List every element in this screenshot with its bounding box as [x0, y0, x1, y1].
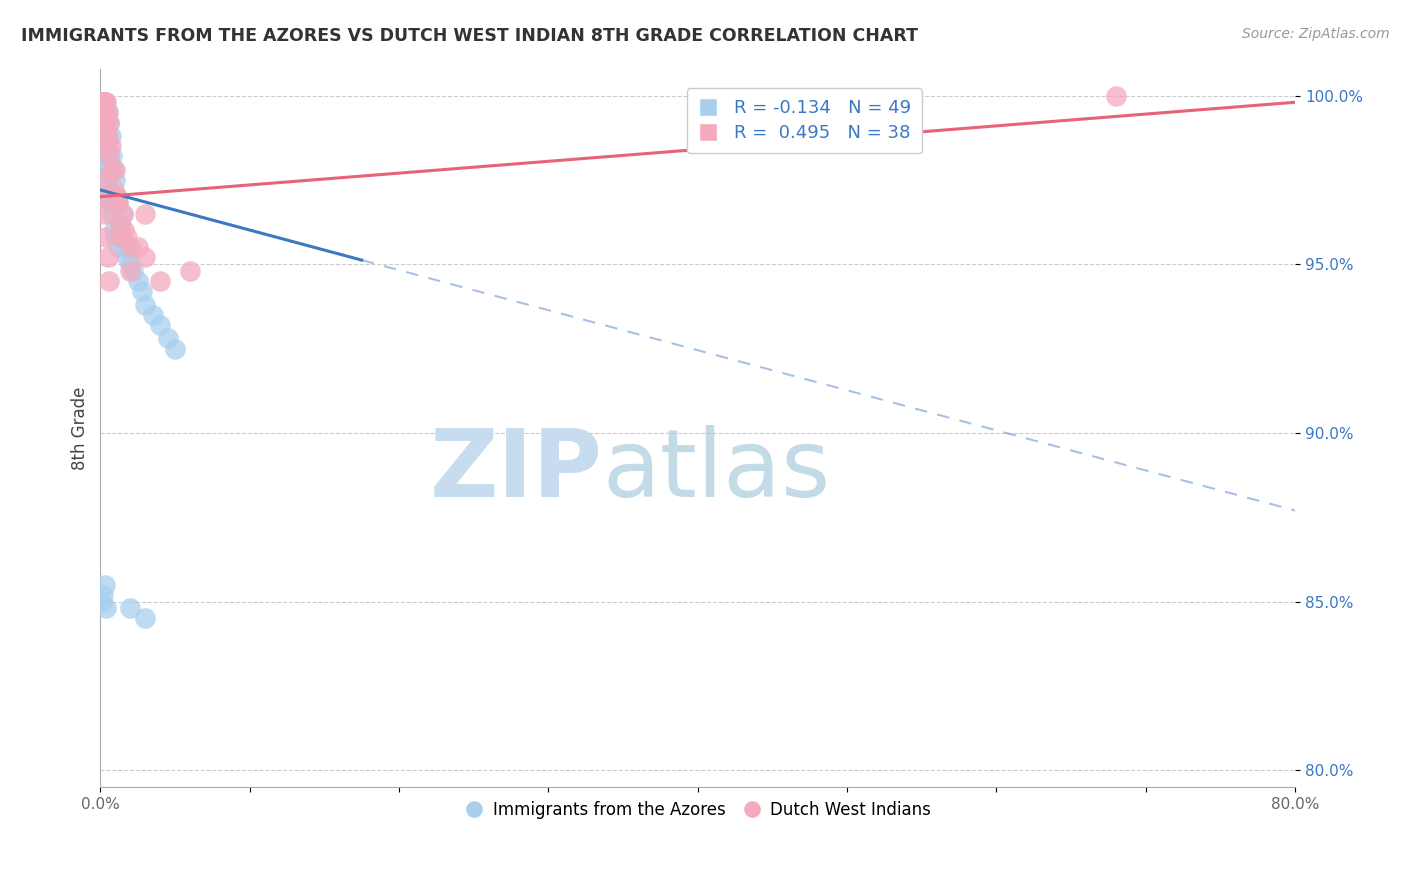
Point — [101, 149, 124, 163]
Point — [91, 190, 114, 204]
Point — [112, 240, 135, 254]
Point — [96, 112, 118, 127]
Point — [111, 206, 134, 220]
Point — [110, 230, 132, 244]
Point — [105, 190, 128, 204]
Point — [97, 105, 120, 120]
Point — [105, 190, 128, 204]
Point — [103, 162, 125, 177]
Point — [90, 173, 112, 187]
Point — [108, 217, 131, 231]
Point — [94, 128, 117, 143]
Point — [127, 274, 149, 288]
Point — [94, 162, 117, 177]
Point — [115, 251, 138, 265]
Point — [94, 139, 117, 153]
Text: ZIP: ZIP — [429, 425, 602, 517]
Point — [149, 318, 172, 332]
Point — [111, 206, 134, 220]
Point — [134, 206, 156, 220]
Point — [90, 594, 112, 608]
Point — [100, 196, 122, 211]
Point — [96, 105, 118, 120]
Point — [97, 128, 120, 143]
Point — [127, 240, 149, 254]
Text: atlas: atlas — [602, 425, 831, 517]
Point — [101, 162, 124, 177]
Point — [108, 217, 131, 231]
Point — [149, 274, 172, 288]
Point — [142, 308, 165, 322]
Point — [134, 251, 156, 265]
Point — [122, 264, 145, 278]
Point — [107, 196, 129, 211]
Point — [91, 122, 114, 136]
Point — [110, 230, 132, 244]
Text: IMMIGRANTS FROM THE AZORES VS DUTCH WEST INDIAN 8TH GRADE CORRELATION CHART: IMMIGRANTS FROM THE AZORES VS DUTCH WEST… — [21, 27, 918, 45]
Point — [90, 95, 112, 110]
Point — [90, 95, 112, 110]
Point — [96, 230, 118, 244]
Point — [1105, 88, 1128, 103]
Point — [100, 128, 122, 143]
Point — [156, 331, 179, 345]
Point — [98, 190, 121, 204]
Point — [120, 240, 142, 254]
Point — [120, 601, 142, 615]
Y-axis label: 8th Grade: 8th Grade — [72, 386, 89, 469]
Point — [112, 223, 135, 237]
Point — [179, 264, 201, 278]
Text: Source: ZipAtlas.com: Source: ZipAtlas.com — [1241, 27, 1389, 41]
Point — [104, 230, 127, 244]
Point — [163, 342, 186, 356]
Point — [91, 145, 114, 160]
Point — [96, 601, 118, 615]
Point — [115, 230, 138, 244]
Legend: Immigrants from the Azores, Dutch West Indians: Immigrants from the Azores, Dutch West I… — [457, 794, 938, 826]
Point — [103, 223, 125, 237]
Point — [120, 257, 142, 271]
Point — [96, 173, 118, 187]
Point — [97, 251, 120, 265]
Point — [134, 298, 156, 312]
Point — [98, 115, 121, 129]
Point — [98, 149, 121, 163]
Point — [97, 183, 120, 197]
Point — [120, 264, 142, 278]
Point — [101, 206, 124, 220]
Point — [98, 156, 121, 170]
Point — [91, 588, 114, 602]
Point — [97, 139, 120, 153]
Point — [94, 578, 117, 592]
Point — [98, 115, 121, 129]
Point — [107, 240, 129, 254]
Point — [96, 95, 118, 110]
Point — [94, 115, 117, 129]
Point — [100, 139, 122, 153]
Point — [91, 95, 114, 110]
Point — [131, 284, 153, 298]
Point — [90, 112, 112, 127]
Point — [103, 183, 125, 197]
Point — [91, 95, 114, 110]
Point — [107, 196, 129, 211]
Point — [94, 112, 117, 127]
Point — [98, 274, 121, 288]
Point — [94, 95, 117, 110]
Point — [134, 611, 156, 625]
Point — [94, 206, 117, 220]
Point — [104, 173, 127, 187]
Point — [96, 128, 118, 143]
Point — [96, 139, 118, 153]
Point — [94, 95, 117, 110]
Point — [97, 105, 120, 120]
Point — [104, 162, 127, 177]
